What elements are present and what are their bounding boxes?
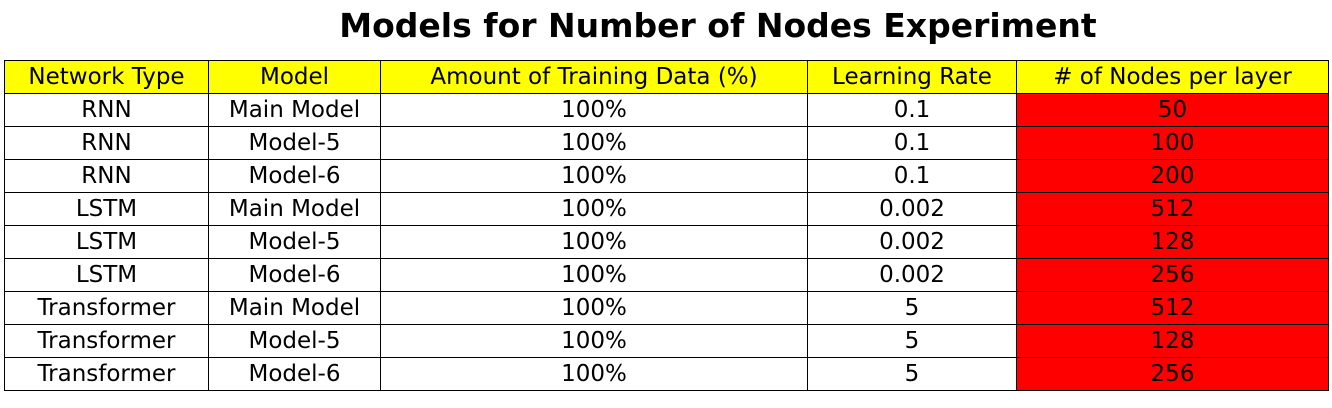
table-cell-learning-rate: 0.002: [807, 225, 1017, 259]
table-cell-network-type: Transformer: [4, 324, 209, 358]
table-cell-amount-of-training-data: 100%: [380, 93, 808, 127]
table-cell-learning-rate: 5: [807, 324, 1017, 358]
table-cell-amount-of-training-data: 100%: [380, 324, 808, 358]
table-cell-network-type: LSTM: [4, 225, 209, 259]
table-row: RNN Model-5 100% 0.1 100: [4, 126, 1329, 160]
table-header-row: Network Type Model Amount of Training Data…: [4, 60, 1329, 94]
table-cell-amount-of-training-data: 100%: [380, 357, 808, 391]
table-row: Transformer Main Model 100% 5 512: [4, 291, 1329, 325]
table-cell-model: Model-6: [208, 159, 381, 193]
table-cell-of-nodes-per-layer: 200: [1016, 159, 1329, 193]
table-cell-model: Model-6: [208, 357, 381, 391]
table-cell-of-nodes-per-layer: 256: [1016, 258, 1329, 292]
table-cell-of-nodes-per-layer: 512: [1016, 192, 1329, 226]
table-cell-network-type: RNN: [4, 126, 209, 160]
table-cell-model: Main Model: [208, 291, 381, 325]
table-row: LSTM Main Model 100% 0.002 512: [4, 192, 1329, 226]
table-cell-learning-rate: 0.002: [807, 258, 1017, 292]
models-table: Network Type Model Amount of Training Data…: [4, 60, 1329, 391]
table-cell-network-type: Transformer: [4, 357, 209, 391]
column-header-learning-rate: Learning Rate: [807, 60, 1017, 94]
table-cell-network-type: RNN: [4, 93, 209, 127]
table-cell-learning-rate: 5: [807, 291, 1017, 325]
table-row: RNN Model-6 100% 0.1 200: [4, 159, 1329, 193]
table-cell-model: Model-6: [208, 258, 381, 292]
table-cell-of-nodes-per-layer: 128: [1016, 225, 1329, 259]
column-header-network-type: Network Type: [4, 60, 209, 94]
table-cell-model: Model-5: [208, 225, 381, 259]
table-cell-amount-of-training-data: 100%: [380, 258, 808, 292]
table-cell-learning-rate: 0.1: [807, 126, 1017, 160]
column-header-model: Model: [208, 60, 381, 94]
table-cell-of-nodes-per-layer: 100: [1016, 126, 1329, 160]
table-cell-amount-of-training-data: 100%: [380, 192, 808, 226]
table-cell-learning-rate: 0.002: [807, 192, 1017, 226]
chart-title: Models for Number of Nodes Experiment: [339, 6, 1097, 45]
table-cell-model: Main Model: [208, 93, 381, 127]
column-header-amount-of-training-data: Amount of Training Data (%): [380, 60, 808, 94]
table-cell-learning-rate: 0.1: [807, 93, 1017, 127]
column-header-of-nodes-per-layer: # of Nodes per layer: [1016, 60, 1329, 94]
table-cell-learning-rate: 0.1: [807, 159, 1017, 193]
table-cell-of-nodes-per-layer: 256: [1016, 357, 1329, 391]
table-row: Transformer Model-5 100% 5 128: [4, 324, 1329, 358]
table-cell-of-nodes-per-layer: 50: [1016, 93, 1329, 127]
table-cell-network-type: RNN: [4, 159, 209, 193]
table-cell-network-type: LSTM: [4, 258, 209, 292]
table-body: RNN Main Model 100% 0.1 50 RNN Model-5 100% 0.1 1…: [4, 93, 1329, 391]
table-row: RNN Main Model 100% 0.1 50: [4, 93, 1329, 127]
table-cell-amount-of-training-data: 100%: [380, 225, 808, 259]
table-row: LSTM Model-6 100% 0.002 256: [4, 258, 1329, 292]
table-cell-of-nodes-per-layer: 512: [1016, 291, 1329, 325]
table-cell-of-nodes-per-layer: 128: [1016, 324, 1329, 358]
table-cell-model: Model-5: [208, 324, 381, 358]
table-cell-network-type: LSTM: [4, 192, 209, 226]
table-row: LSTM Model-5 100% 0.002 128: [4, 225, 1329, 259]
table-cell-model: Main Model: [208, 192, 381, 226]
table-cell-network-type: Transformer: [4, 291, 209, 325]
table-cell-amount-of-training-data: 100%: [380, 291, 808, 325]
table-cell-amount-of-training-data: 100%: [380, 126, 808, 160]
table-cell-model: Model-5: [208, 126, 381, 160]
table-cell-amount-of-training-data: 100%: [380, 159, 808, 193]
table-cell-learning-rate: 5: [807, 357, 1017, 391]
table-row: Transformer Model-6 100% 5 256: [4, 357, 1329, 391]
